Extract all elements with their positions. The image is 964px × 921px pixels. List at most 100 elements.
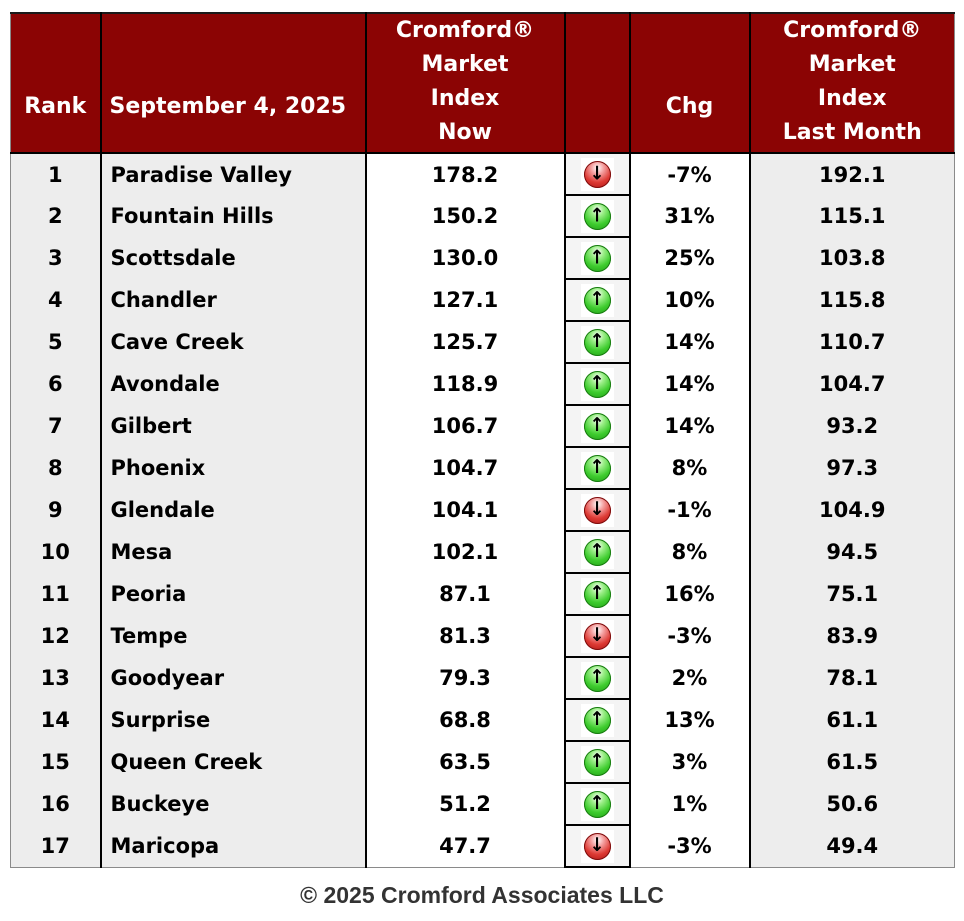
arrow-glyph: ↑ [589, 791, 605, 814]
trend-icon-box: ↓ [580, 619, 614, 653]
cromford-market-index-table: Rank September 4, 2025 Cromford® Market … [10, 12, 955, 868]
table-body: 1 Paradise Valley 178.2 ↓ -7% 192.1 2 Fo… [10, 152, 955, 868]
chg-cell: 13% [628, 699, 750, 741]
city-cell: Avondale [99, 363, 366, 405]
header-rank: Rank [10, 13, 101, 154]
up-arrow-icon: ↑ [583, 202, 611, 230]
table-row: 5 Cave Creek 125.7 ↑ 14% 110.7 [10, 320, 955, 364]
cmi-now-cell: 79.3 [364, 657, 565, 699]
rank-cell: 3 [10, 237, 101, 279]
chg-cell: 14% [628, 405, 750, 447]
arrow-glyph: ↑ [589, 287, 605, 310]
cmi-last-month-cell: 104.9 [748, 489, 955, 531]
city-cell: Tempe [99, 615, 366, 657]
arrow-glyph: ↑ [589, 707, 605, 730]
header-trend [563, 13, 630, 154]
up-arrow-icon: ↑ [583, 412, 611, 440]
up-arrow-icon: ↑ [583, 580, 611, 608]
up-arrow-icon: ↑ [583, 244, 611, 272]
trend-icon-box: ↑ [580, 703, 614, 737]
trend-icon-box: ↑ [580, 745, 614, 779]
table-row: 1 Paradise Valley 178.2 ↓ -7% 192.1 [10, 152, 955, 196]
table-header: Rank September 4, 2025 Cromford® Market … [10, 13, 955, 154]
rank-cell: 17 [10, 825, 101, 867]
cmi-last-month-cell: 192.1 [748, 153, 955, 195]
cmi-last-month-cell: 49.4 [748, 825, 955, 867]
rank-cell: 6 [10, 363, 101, 405]
up-arrow-icon: ↑ [583, 706, 611, 734]
cmi-now-cell: 106.7 [364, 405, 565, 447]
rank-cell: 12 [10, 615, 101, 657]
trend-icon-box: ↑ [580, 283, 614, 317]
cmi-now-cell: 47.7 [364, 825, 565, 867]
city-cell: Peoria [99, 573, 366, 615]
trend-icon-box: ↑ [580, 577, 614, 611]
table-row: 15 Queen Creek 63.5 ↑ 3% 61.5 [10, 740, 955, 784]
city-cell: Phoenix [99, 447, 366, 489]
trend-cell: ↑ [563, 320, 631, 364]
up-arrow-icon: ↑ [583, 454, 611, 482]
header-chg: Chg [628, 13, 750, 154]
trend-icon-box: ↑ [580, 787, 614, 821]
arrow-glyph: ↓ [589, 161, 605, 184]
rank-cell: 16 [10, 783, 101, 825]
table-row: 10 Mesa 102.1 ↑ 8% 94.5 [10, 530, 955, 574]
table-row: 14 Surprise 68.8 ↑ 13% 61.1 [10, 698, 955, 742]
table-row: 2 Fountain Hills 150.2 ↑ 31% 115.1 [10, 194, 955, 238]
cmi-now-cell: 68.8 [364, 699, 565, 741]
cmi-now-cell: 150.2 [364, 195, 565, 237]
arrow-glyph: ↓ [589, 833, 605, 856]
arrow-glyph: ↑ [589, 749, 605, 772]
trend-cell: ↑ [563, 698, 631, 742]
table-row: 13 Goodyear 79.3 ↑ 2% 78.1 [10, 656, 955, 700]
chg-cell: -3% [628, 825, 750, 867]
cmi-now-cell: 51.2 [364, 783, 565, 825]
table-row: 12 Tempe 81.3 ↓ -3% 83.9 [10, 614, 955, 658]
rank-cell: 4 [10, 279, 101, 321]
chg-cell: -7% [628, 153, 750, 195]
arrow-glyph: ↓ [589, 623, 605, 646]
cmi-now-cell: 127.1 [364, 279, 565, 321]
trend-cell: ↑ [563, 530, 631, 574]
rank-cell: 9 [10, 489, 101, 531]
rank-cell: 5 [10, 321, 101, 363]
cmi-now-cell: 125.7 [364, 321, 565, 363]
city-cell: Goodyear [99, 657, 366, 699]
city-cell: Maricopa [99, 825, 366, 867]
trend-icon-box: ↓ [580, 493, 614, 527]
arrow-glyph: ↑ [589, 539, 605, 562]
chg-cell: 31% [628, 195, 750, 237]
trend-cell: ↑ [563, 278, 631, 322]
city-cell: Chandler [99, 279, 366, 321]
trend-icon-box: ↑ [580, 535, 614, 569]
table-row: 17 Maricopa 47.7 ↓ -3% 49.4 [10, 824, 955, 868]
rank-cell: 10 [10, 531, 101, 573]
table-row: 16 Buckeye 51.2 ↑ 1% 50.6 [10, 782, 955, 826]
cmi-last-month-cell: 115.8 [748, 279, 955, 321]
cmi-last-month-cell: 50.6 [748, 783, 955, 825]
cmi-last-month-cell: 94.5 [748, 531, 955, 573]
chg-cell: 3% [628, 741, 750, 783]
trend-cell: ↓ [563, 488, 631, 532]
chg-cell: 25% [628, 237, 750, 279]
up-arrow-icon: ↑ [583, 286, 611, 314]
cmi-now-cell: 87.1 [364, 573, 565, 615]
cmi-now-cell: 81.3 [364, 615, 565, 657]
trend-icon-box: ↓ [580, 157, 614, 191]
cmi-now-cell: 104.7 [364, 447, 565, 489]
trend-cell: ↑ [563, 782, 631, 826]
down-arrow-icon: ↓ [583, 496, 611, 524]
table-row: 8 Phoenix 104.7 ↑ 8% 97.3 [10, 446, 955, 490]
rank-cell: 7 [10, 405, 101, 447]
down-arrow-icon: ↓ [583, 160, 611, 188]
cmi-last-month-cell: 104.7 [748, 363, 955, 405]
trend-icon-box: ↓ [580, 829, 614, 863]
up-arrow-icon: ↑ [583, 664, 611, 692]
rank-cell: 2 [10, 195, 101, 237]
trend-cell: ↓ [563, 152, 631, 196]
city-cell: Scottsdale [99, 237, 366, 279]
trend-icon-box: ↑ [580, 367, 614, 401]
trend-cell: ↑ [563, 362, 631, 406]
chg-cell: -3% [628, 615, 750, 657]
trend-icon-box: ↑ [580, 241, 614, 275]
